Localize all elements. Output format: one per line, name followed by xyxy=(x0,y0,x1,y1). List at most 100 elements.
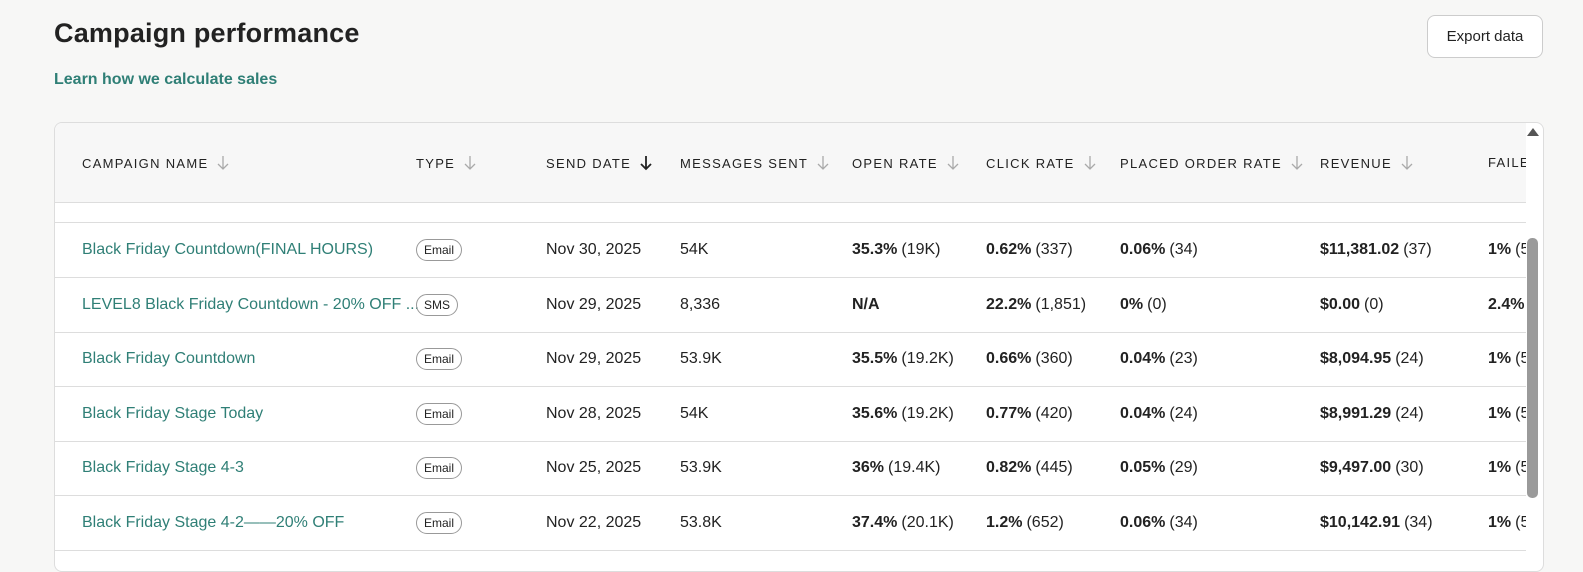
sort-arrow[interactable] xyxy=(1291,155,1303,171)
column-header[interactable]: FAILE xyxy=(1488,155,1526,170)
metric-count: (19.4K) xyxy=(888,459,941,477)
cell-text: 53.9K xyxy=(680,459,722,477)
sort-arrow[interactable] xyxy=(947,155,959,171)
column-header[interactable]: MESSAGES SENT xyxy=(680,155,829,171)
cell-open-rate: 37.4% (20.1K) xyxy=(852,496,954,550)
cell-type: SMS xyxy=(416,278,459,332)
metric-value: $9,497.00 xyxy=(1320,459,1392,477)
cell-click-rate: 0.66% (360) xyxy=(986,332,1073,386)
column-header[interactable]: SEND DATE xyxy=(546,155,652,171)
metric-count: (24) xyxy=(1395,350,1424,368)
cell-placed-order-rate: 0% (0) xyxy=(1120,278,1167,332)
table-row[interactable]: LEVEL8 Black Friday Countdown - 20% OFF … xyxy=(55,278,1526,333)
type-pill: Email xyxy=(416,239,463,261)
cell-click-rate: 22.2% (1,851) xyxy=(986,278,1086,332)
cell-text: Nov 29, 2025 xyxy=(546,350,642,368)
metric-value: 1.2% xyxy=(986,514,1023,531)
campaign-link[interactable]: Black Friday Countdown xyxy=(82,350,256,368)
cell-messages-sent: 53.9K xyxy=(680,332,722,386)
metric-value: 1% xyxy=(1488,241,1512,258)
table-viewport: CAMPAIGN NAME TYPE SEND DATE MESSAGES SENT O… xyxy=(55,123,1526,571)
column-label: MESSAGES SENT xyxy=(680,155,809,171)
cell-name: Black Friday Stage 4-2——20% OFF xyxy=(82,496,344,550)
cell-failed: 1%(5 xyxy=(1488,332,1526,386)
metric-count: (360) xyxy=(1035,350,1073,368)
campaign-link[interactable]: Black Friday Stage 4-2——20% OFF xyxy=(82,514,345,531)
cell-revenue: $0.00 (0) xyxy=(1320,278,1384,332)
cell-send-date: Nov 29, 2025 xyxy=(546,332,641,386)
metric-value: 0.04% xyxy=(1120,404,1166,422)
page-title: Campaign performance xyxy=(54,18,360,48)
column-header[interactable]: REVENUE xyxy=(1320,155,1413,171)
sort-arrow[interactable] xyxy=(640,155,652,171)
scroll-up[interactable] xyxy=(1526,126,1540,138)
metric-count: (19K) xyxy=(901,241,941,258)
cell-revenue: $11,381.02 (37) xyxy=(1320,223,1432,277)
metric-value: 35.3% xyxy=(852,241,898,258)
column-label: PLACED ORDER RATE xyxy=(1120,155,1282,171)
cell-messages-sent: 53.8K xyxy=(680,496,722,550)
metric-count: (19.2K) xyxy=(901,404,954,422)
cell-name: Black Friday Countdown(FINAL HOURS) xyxy=(82,223,373,277)
cell-text: Nov 22, 2025 xyxy=(546,514,642,531)
table-row[interactable]: Black Friday Stage 4-2——20% OFF Email Nov … xyxy=(55,496,1526,551)
campaign-link[interactable]: Black Friday Stage 4-3 xyxy=(82,459,244,477)
metric-value: $0.00 xyxy=(1320,295,1361,313)
table-row[interactable]: Black Friday Stage Today Email Nov 28, 202… xyxy=(55,387,1526,442)
cell-open-rate: N/A xyxy=(852,278,880,332)
cell-messages-sent: 54K xyxy=(680,223,708,277)
cell-revenue: $8,991.29 (24) xyxy=(1320,387,1424,441)
cell-send-date: Nov 25, 2025 xyxy=(546,441,641,495)
metric-value: N/A xyxy=(852,295,880,313)
metric-count: (1,851) xyxy=(1035,295,1087,313)
cell-send-date: Nov 22, 2025 xyxy=(546,496,641,550)
cell-open-rate: 36% (19.4K) xyxy=(852,441,941,495)
column-header[interactable]: CAMPAIGN NAME xyxy=(82,155,229,171)
column-label: SEND DATE xyxy=(546,155,632,171)
metric-count: (5 xyxy=(1515,241,1526,258)
cell-text: 8,336 xyxy=(680,295,721,313)
metric-count: (0) xyxy=(1364,295,1384,313)
table-row[interactable]: Black Friday Countdown(FINAL HOURS) Email… xyxy=(55,223,1526,278)
metric-count: (29) xyxy=(1169,459,1198,477)
export-button[interactable]: Export data xyxy=(1427,15,1543,58)
cell-text: Nov 29, 2025 xyxy=(546,295,642,313)
campaign-link[interactable]: LEVEL8 Black Friday Countdown - 20% OFF … xyxy=(82,295,420,313)
cell-messages-sent: 8,336 xyxy=(680,278,720,332)
column-header[interactable]: OPEN RATE xyxy=(852,155,959,171)
metric-value: 0% xyxy=(1120,295,1144,313)
metric-count: (5 xyxy=(1515,404,1526,422)
metric-value: 35.5% xyxy=(852,350,898,368)
campaign-link[interactable]: Black Friday Countdown(FINAL HOURS) xyxy=(82,241,374,258)
cell-text: 54K xyxy=(680,404,709,422)
cell-placed-order-rate: 0.04% (23) xyxy=(1120,332,1198,386)
page: Campaign performance Learn how we calcul… xyxy=(54,15,1544,572)
cell-text: Nov 28, 2025 xyxy=(546,404,642,422)
learn-link[interactable]: Learn how we calculate sales xyxy=(54,71,278,88)
cell-placed-order-rate: 0.06% (34) xyxy=(1120,223,1198,277)
cell-name: Black Friday Stage Today xyxy=(82,387,263,441)
metric-value: 37.4% xyxy=(852,514,898,531)
cell-name: Black Friday Countdown xyxy=(82,332,255,386)
cell-placed-order-rate: 0.05% (29) xyxy=(1120,441,1198,495)
sort-arrow[interactable] xyxy=(1401,155,1413,171)
column-label: CLICK RATE xyxy=(986,155,1075,171)
cell-click-rate: 0.77% (420) xyxy=(986,387,1073,441)
sort-arrow[interactable] xyxy=(1084,155,1096,171)
table-row[interactable]: Black Friday Stage 4-3 Email Nov 25, 2025 5… xyxy=(55,441,1526,497)
cell-click-rate: 0.82% (445) xyxy=(986,441,1073,495)
cell-send-date: Nov 28, 2025 xyxy=(546,387,641,441)
sort-arrow[interactable] xyxy=(817,155,829,171)
column-header[interactable]: CLICK RATE xyxy=(986,155,1096,171)
cell-send-date: Nov 29, 2025 xyxy=(546,278,641,332)
sort-arrow[interactable] xyxy=(464,155,476,171)
column-header[interactable]: TYPE xyxy=(416,155,476,171)
table-row[interactable]: Black Friday Countdown Email Nov 29, 2025 5… xyxy=(55,332,1526,388)
metric-value: $8,094.95 xyxy=(1320,350,1392,368)
campaign-link[interactable]: Black Friday Stage Today xyxy=(82,404,264,422)
column-header[interactable]: PLACED ORDER RATE xyxy=(1120,155,1303,171)
scrollbar-thumb[interactable] xyxy=(1527,238,1538,498)
cell-messages-sent: 53.9K xyxy=(680,441,722,495)
metric-value: $8,991.29 xyxy=(1320,404,1392,422)
sort-arrow[interactable] xyxy=(217,155,229,171)
